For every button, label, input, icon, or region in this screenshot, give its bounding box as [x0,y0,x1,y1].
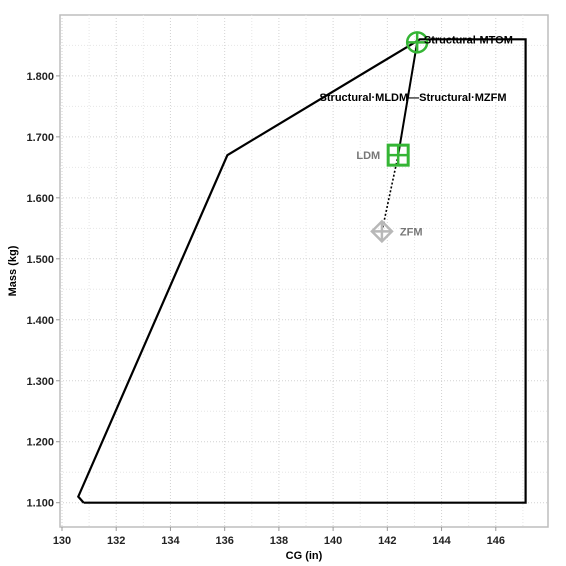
x-tick-label: 132 [107,535,125,547]
cg-path-segment-takeoff [397,42,419,156]
marker-tom [405,31,429,54]
x-tick-label: 130 [53,535,71,547]
y-tick-label: 1.100 [26,498,54,510]
y-tick-label: 1.800 [26,71,54,83]
cg-envelope-line [76,38,527,504]
y-tick-label: 1.200 [26,437,54,449]
x-axis-ticks: 130 132 134 136 138 140 142 144 146 [53,527,505,547]
x-tick-label: 144 [432,535,451,547]
marker-zfm: ZFM [370,219,423,244]
annotation-label: Structural·MLDM—Structural·MZFM [320,92,507,104]
marker-label-zfm: ZFM [400,226,423,238]
y-tick-label: 1.300 [26,376,54,388]
y-axis-title: Mass (kg) [7,245,19,296]
cg-markers: LDM ZFM [356,31,429,244]
annotation-label: Structural·MTOM [424,34,513,46]
x-tick-label: 136 [215,535,233,547]
cg-path-line [381,154,399,232]
y-tick-label: 1.400 [26,315,54,327]
x-tick-label: 146 [487,535,505,547]
x-tick-label: 142 [378,535,396,547]
y-tick-label: 1.700 [26,132,54,144]
grid-lines [60,15,548,527]
y-tick-label: 1.600 [26,193,54,205]
marker-ldm: LDM [356,143,410,167]
x-tick-label: 140 [324,535,342,547]
y-tick-label: 1.500 [26,254,54,266]
y-axis-ticks: 1.100 1.200 1.300 1.400 1.500 1.600 1.700 1.800 [26,71,60,510]
x-tick-label: 138 [270,535,288,547]
annotations: Structural·MTOM Structural·MLDM—Structura… [320,34,513,104]
x-axis-title: CG (in) [286,550,323,562]
x-tick-label: 134 [161,535,180,547]
marker-label-ldm: LDM [356,150,380,162]
